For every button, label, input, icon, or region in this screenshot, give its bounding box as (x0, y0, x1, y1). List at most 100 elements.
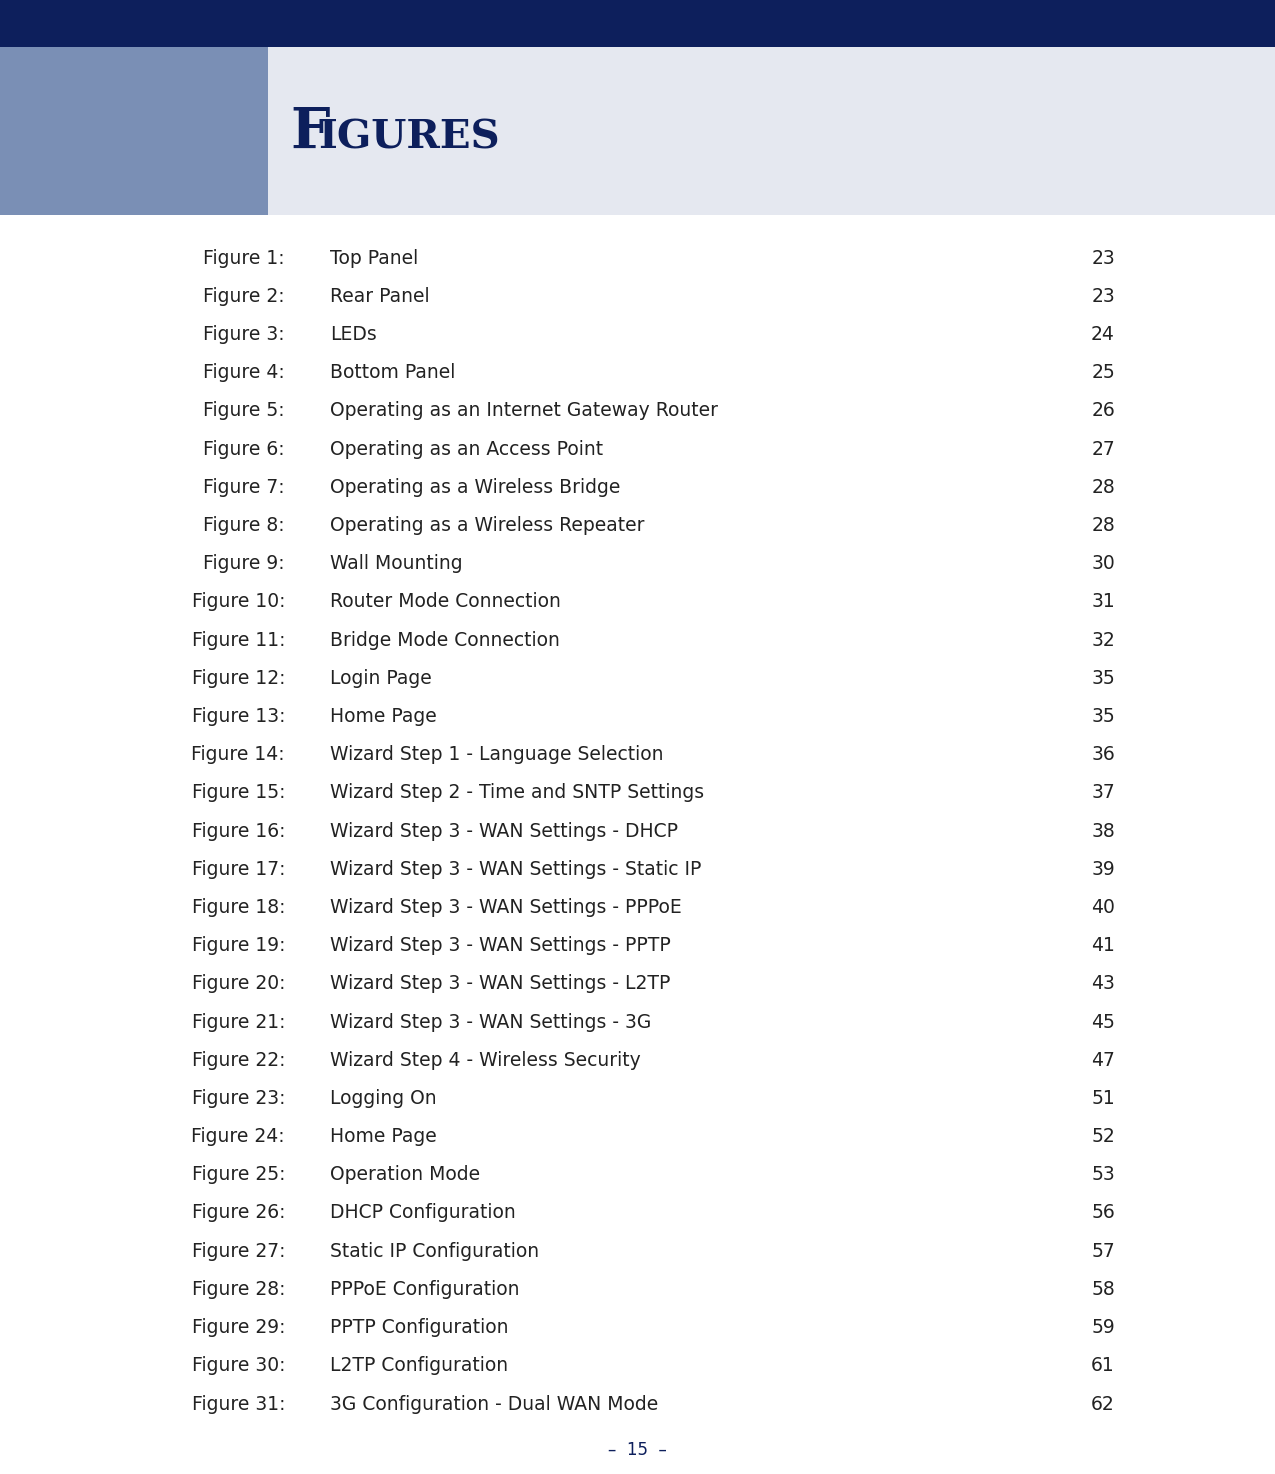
Text: Router Mode Connection: Router Mode Connection (330, 593, 561, 612)
Text: Wizard Step 3 - WAN Settings - L2TP: Wizard Step 3 - WAN Settings - L2TP (330, 974, 671, 993)
Text: 31: 31 (1091, 593, 1116, 612)
Text: Bridge Mode Connection: Bridge Mode Connection (330, 631, 560, 650)
Text: 25: 25 (1091, 363, 1116, 382)
Text: Figure 6:: Figure 6: (204, 439, 286, 458)
Text: IGURES: IGURES (317, 118, 500, 156)
Text: 56: 56 (1091, 1203, 1116, 1222)
Text: Wizard Step 4 - Wireless Security: Wizard Step 4 - Wireless Security (330, 1051, 641, 1070)
Text: Figure 10:: Figure 10: (191, 593, 286, 612)
Text: 36: 36 (1091, 744, 1116, 764)
Text: Operation Mode: Operation Mode (330, 1166, 481, 1184)
Text: PPTP Configuration: PPTP Configuration (330, 1318, 509, 1337)
Text: Figure 1:: Figure 1: (204, 249, 286, 267)
Text: Figure 15:: Figure 15: (191, 783, 286, 802)
Text: 28: 28 (1091, 516, 1116, 535)
Text: Static IP Configuration: Static IP Configuration (330, 1241, 539, 1260)
Text: Figure 8:: Figure 8: (204, 516, 286, 535)
Text: LEDs: LEDs (330, 324, 376, 343)
Text: 35: 35 (1091, 669, 1116, 688)
Text: Operating as an Access Point: Operating as an Access Point (330, 439, 603, 458)
Text: 43: 43 (1091, 974, 1116, 993)
Text: 28: 28 (1091, 478, 1116, 497)
Text: Figure 20:: Figure 20: (191, 974, 286, 993)
Text: F: F (289, 105, 329, 161)
Text: 47: 47 (1091, 1051, 1116, 1070)
Text: Operating as a Wireless Bridge: Operating as a Wireless Bridge (330, 478, 621, 497)
Text: Figure 22:: Figure 22: (191, 1051, 286, 1070)
Text: Figure 17:: Figure 17: (191, 859, 286, 879)
Text: Figure 7:: Figure 7: (204, 478, 286, 497)
Text: Home Page: Home Page (330, 1128, 437, 1147)
Text: Operating as a Wireless Repeater: Operating as a Wireless Repeater (330, 516, 644, 535)
Text: Wizard Step 3 - WAN Settings - DHCP: Wizard Step 3 - WAN Settings - DHCP (330, 821, 678, 840)
Text: Figure 31:: Figure 31: (191, 1394, 286, 1414)
Text: Figure 5:: Figure 5: (204, 401, 286, 420)
Text: 57: 57 (1091, 1241, 1116, 1260)
Text: Wizard Step 1 - Language Selection: Wizard Step 1 - Language Selection (330, 744, 663, 764)
Bar (0, 47, 268, 215)
Text: 37: 37 (1091, 783, 1116, 802)
Text: 59: 59 (1091, 1318, 1116, 1337)
Text: 45: 45 (1091, 1013, 1116, 1032)
Text: Figure 26:: Figure 26: (191, 1203, 286, 1222)
Text: Figure 29:: Figure 29: (191, 1318, 286, 1337)
Text: 3G Configuration - Dual WAN Mode: 3G Configuration - Dual WAN Mode (330, 1394, 658, 1414)
Text: Figure 11:: Figure 11: (191, 631, 286, 650)
Text: 62: 62 (1091, 1394, 1116, 1414)
Text: 39: 39 (1091, 859, 1116, 879)
Text: PPPoE Configuration: PPPoE Configuration (330, 1279, 519, 1299)
Text: Wizard Step 2 - Time and SNTP Settings: Wizard Step 2 - Time and SNTP Settings (330, 783, 704, 802)
Text: Figure 27:: Figure 27: (191, 1241, 286, 1260)
Text: Figure 23:: Figure 23: (191, 1089, 286, 1108)
Text: L2TP Configuration: L2TP Configuration (330, 1356, 509, 1375)
Text: 61: 61 (1091, 1356, 1116, 1375)
Text: Figure 3:: Figure 3: (204, 324, 286, 343)
Text: 51: 51 (1091, 1089, 1116, 1108)
Text: Rear Panel: Rear Panel (330, 287, 430, 305)
Text: Wizard Step 3 - WAN Settings - PPPoE: Wizard Step 3 - WAN Settings - PPPoE (330, 898, 682, 917)
Bar (0, 41, 1275, 47)
Text: Top Panel: Top Panel (330, 249, 418, 267)
Text: 23: 23 (1091, 287, 1116, 305)
Text: Figure 13:: Figure 13: (191, 708, 286, 725)
Text: Figure 16:: Figure 16: (191, 821, 286, 840)
Text: 30: 30 (1091, 554, 1116, 573)
Text: 38: 38 (1091, 821, 1116, 840)
Text: Figure 25:: Figure 25: (191, 1166, 286, 1184)
Text: 40: 40 (1091, 898, 1116, 917)
Text: DHCP Configuration: DHCP Configuration (330, 1203, 516, 1222)
Text: Operating as an Internet Gateway Router: Operating as an Internet Gateway Router (330, 401, 718, 420)
Text: Logging On: Logging On (330, 1089, 436, 1108)
Text: 35: 35 (1091, 708, 1116, 725)
Text: Bottom Panel: Bottom Panel (330, 363, 455, 382)
Text: 23: 23 (1091, 249, 1116, 267)
Text: Figure 19:: Figure 19: (191, 936, 286, 955)
Bar (268, 47, 1275, 215)
Text: Home Page: Home Page (330, 708, 437, 725)
Text: 52: 52 (1091, 1128, 1116, 1147)
Text: 24: 24 (1091, 324, 1116, 343)
Text: Figure 30:: Figure 30: (191, 1356, 286, 1375)
Text: Figure 2:: Figure 2: (204, 287, 286, 305)
Text: 53: 53 (1091, 1166, 1116, 1184)
Text: Figure 12:: Figure 12: (191, 669, 286, 688)
Text: Wizard Step 3 - WAN Settings - Static IP: Wizard Step 3 - WAN Settings - Static IP (330, 859, 701, 879)
Text: 41: 41 (1091, 936, 1116, 955)
Text: Wizard Step 3 - WAN Settings - 3G: Wizard Step 3 - WAN Settings - 3G (330, 1013, 652, 1032)
Text: Figure 24:: Figure 24: (191, 1128, 286, 1147)
Text: Login Page: Login Page (330, 669, 432, 688)
Text: Wizard Step 3 - WAN Settings - PPTP: Wizard Step 3 - WAN Settings - PPTP (330, 936, 671, 955)
Text: Figure 21:: Figure 21: (191, 1013, 286, 1032)
Bar (0, 0, 1275, 41)
Text: 58: 58 (1091, 1279, 1116, 1299)
Text: Figure 9:: Figure 9: (204, 554, 286, 573)
Text: Figure 18:: Figure 18: (191, 898, 286, 917)
Text: 32: 32 (1091, 631, 1116, 650)
Text: 26: 26 (1091, 401, 1116, 420)
Text: Figure 28:: Figure 28: (191, 1279, 286, 1299)
Bar (0, 215, 1275, 1474)
Text: Figure 14:: Figure 14: (191, 744, 286, 764)
Text: –  15  –: – 15 – (608, 1442, 667, 1459)
Text: 27: 27 (1091, 439, 1116, 458)
Text: Wall Mounting: Wall Mounting (330, 554, 463, 573)
